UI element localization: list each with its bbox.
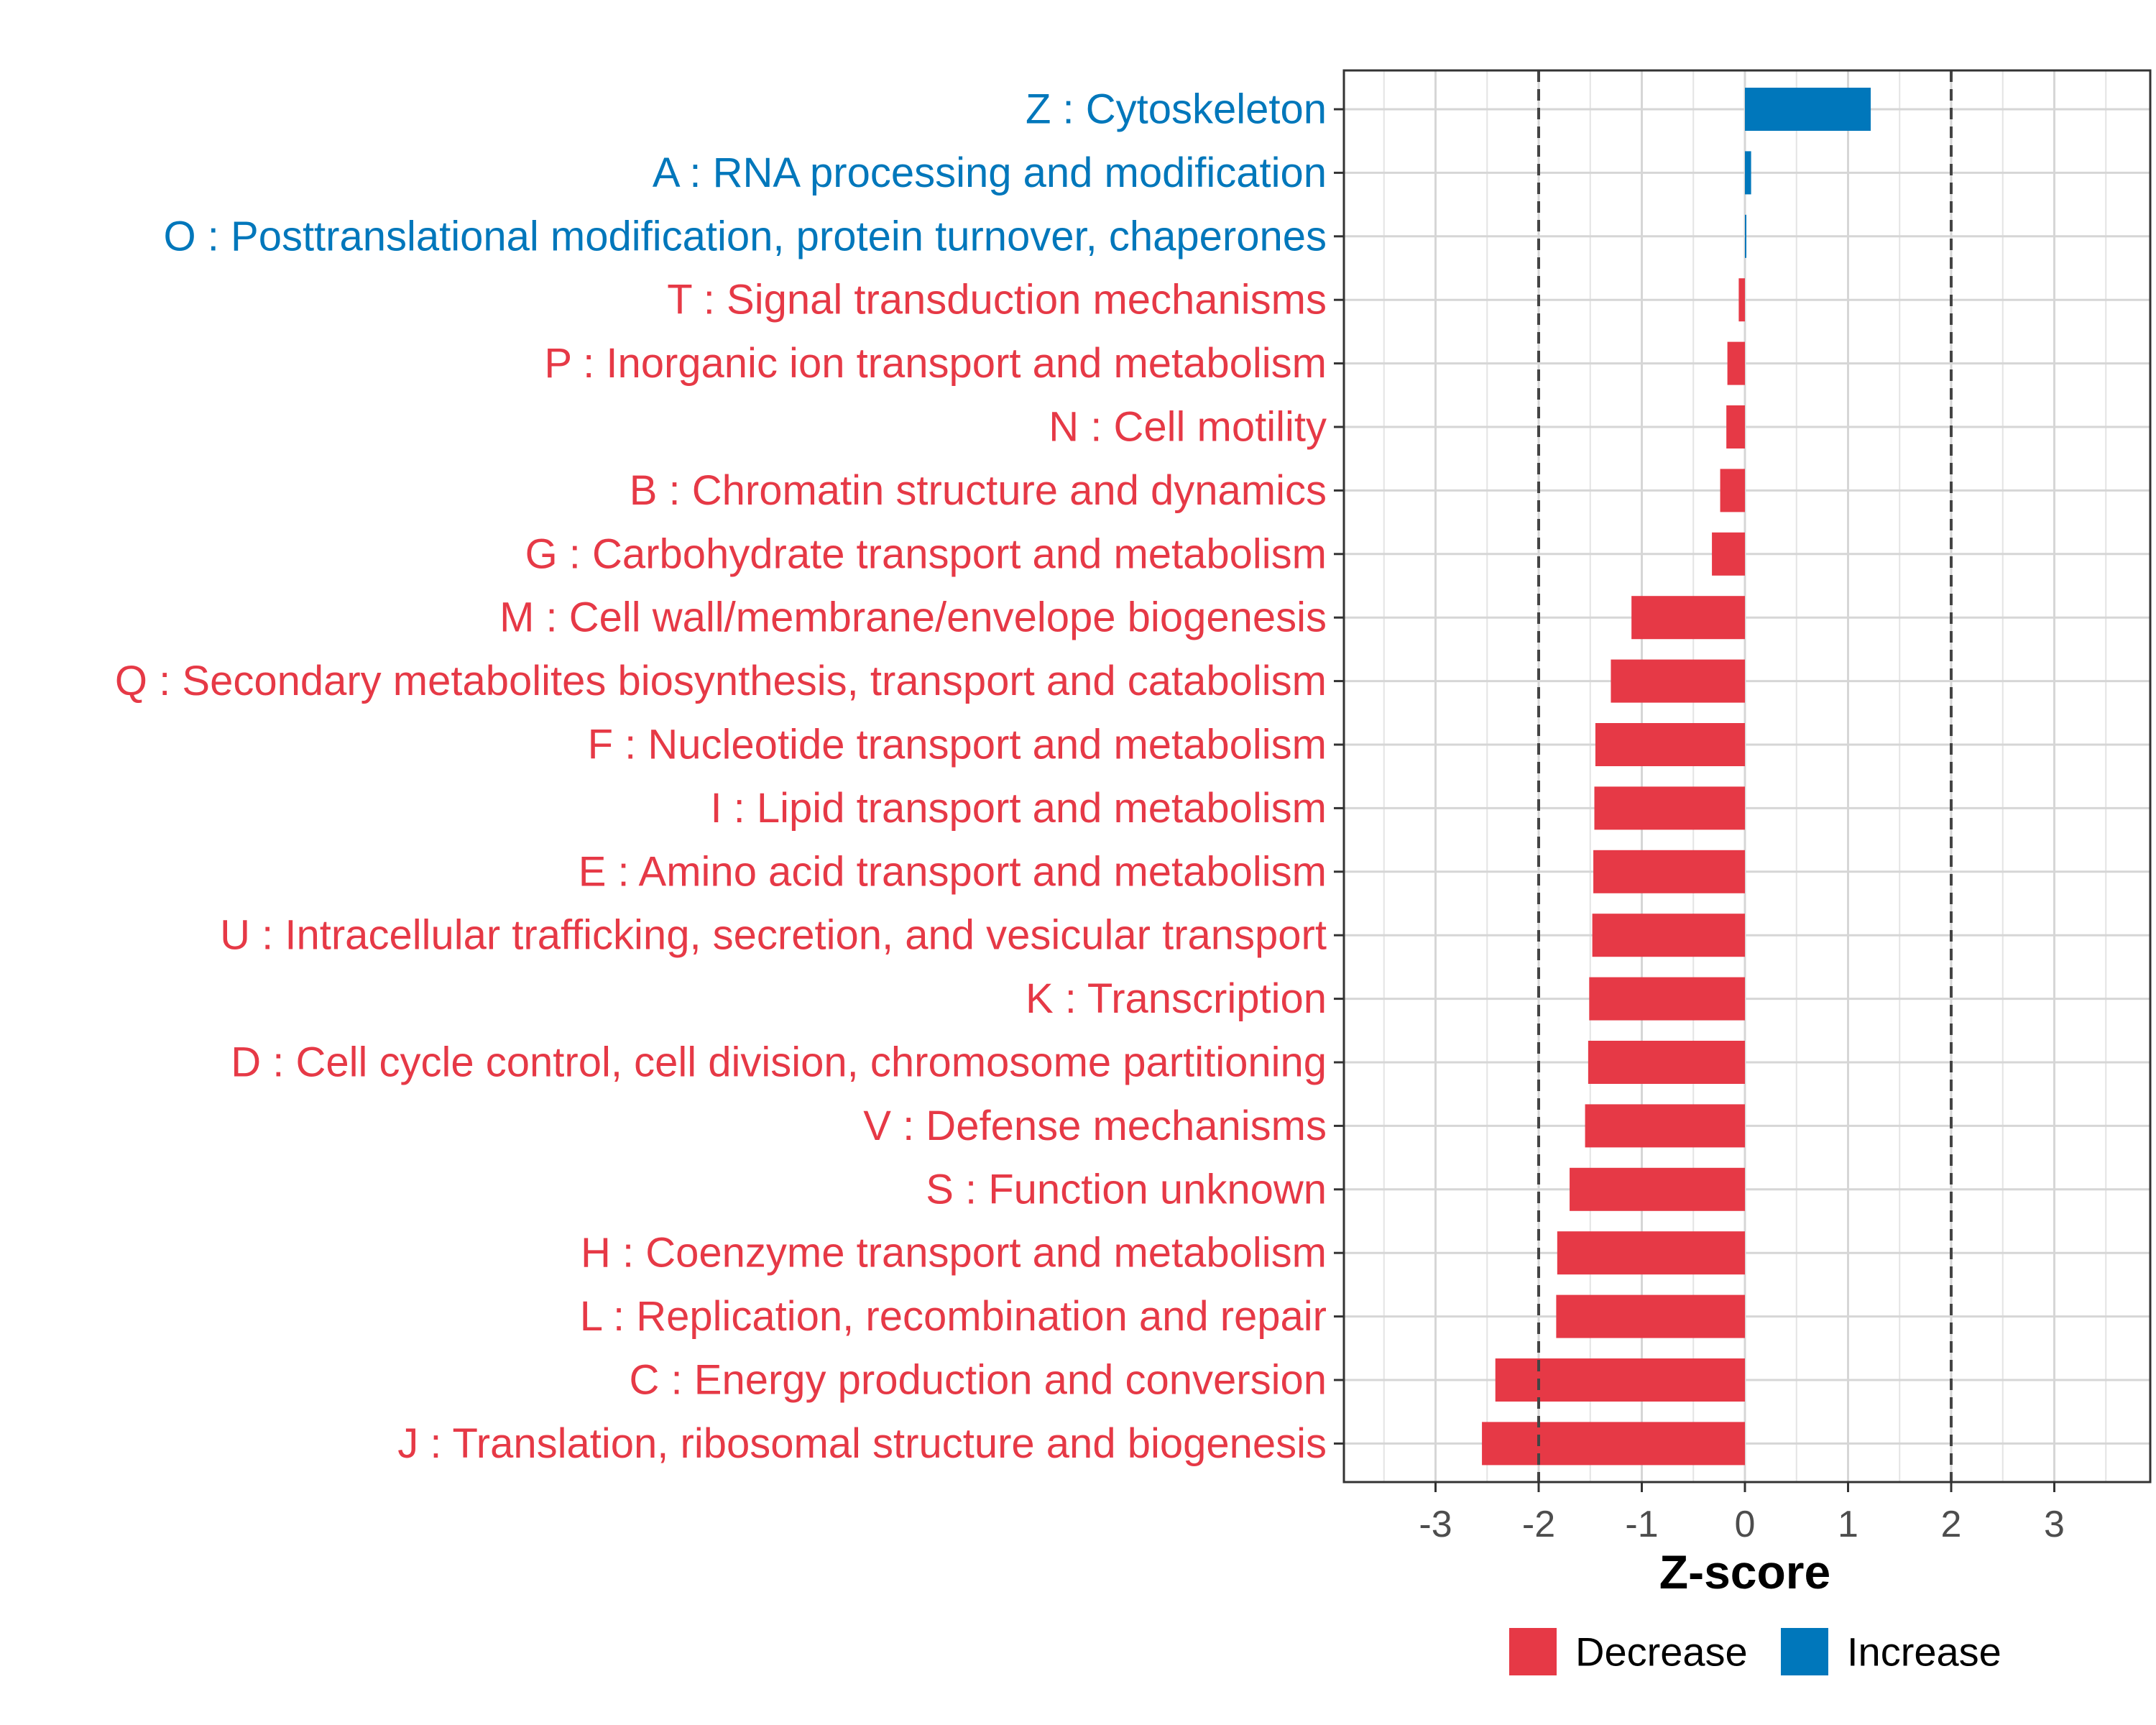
threshold-lines [1537, 70, 1953, 1482]
bar-decrease [1588, 1041, 1745, 1084]
category-label: A : RNA processing and modification [653, 150, 1327, 196]
bar-increase [1745, 214, 1746, 258]
bar-decrease [1589, 977, 1745, 1021]
legend-swatch-decrease [1509, 1628, 1557, 1675]
panel-border [1342, 69, 2152, 1484]
bar-decrease [1631, 596, 1745, 640]
category-label: H : Coenzyme transport and metabolism [581, 1230, 1327, 1276]
x-tick-label: -1 [1625, 1504, 1658, 1545]
category-label: Z : Cytoskeleton [1026, 86, 1327, 133]
category-label: Q : Secondary metabolites biosynthesis, … [115, 658, 1327, 704]
category-label: D : Cell cycle control, cell division, c… [231, 1039, 1327, 1086]
category-label: M : Cell wall/membrane/envelope biogenes… [499, 594, 1327, 641]
bar-decrease [1495, 1358, 1745, 1402]
category-label: F : Nucleotide transport and metabolism [588, 722, 1327, 768]
bar-decrease [1727, 341, 1745, 385]
x-tick-label: -2 [1522, 1504, 1555, 1545]
bar-decrease [1592, 914, 1745, 957]
legend: Decrease Increase [1509, 1628, 2001, 1675]
bar-decrease [1594, 786, 1745, 830]
x-axis-title: Z-score [1659, 1545, 1830, 1598]
legend-label-increase: Increase [1847, 1629, 2001, 1675]
category-label: E : Amino acid transport and metabolism [579, 848, 1327, 895]
legend-label-decrease: Decrease [1575, 1629, 1748, 1675]
x-tick-label: 2 [1941, 1504, 1962, 1545]
bars [1482, 88, 1871, 1466]
bar-decrease [1482, 1422, 1745, 1466]
category-label: J : Translation, ribosomal structure and… [397, 1420, 1327, 1467]
category-label: B : Chromatin structure and dynamics [630, 467, 1327, 514]
category-label: N : Cell motility [1049, 404, 1327, 451]
x-tick-label: 1 [1838, 1504, 1858, 1545]
bar-decrease [1570, 1167, 1745, 1211]
bar-decrease [1585, 1104, 1745, 1148]
bar-decrease [1593, 850, 1745, 893]
bar-increase [1745, 151, 1751, 195]
x-tick-label: 3 [2044, 1504, 2065, 1545]
category-label: L : Replication, recombination and repai… [580, 1293, 1327, 1340]
bar-decrease [1720, 469, 1745, 512]
category-label: K : Transcription [1026, 975, 1327, 1022]
bar-decrease [1595, 723, 1745, 766]
x-tick-label: 0 [1735, 1504, 1756, 1545]
x-tick-label: -3 [1419, 1504, 1452, 1545]
category-label: V : Defense mechanisms [863, 1103, 1327, 1149]
category-label: C : Energy production and conversion [630, 1357, 1327, 1404]
bar-decrease [1611, 659, 1745, 703]
category-label: G : Carbohydrate transport and metabolis… [525, 530, 1327, 577]
category-label: I : Lipid transport and metabolism [710, 785, 1327, 832]
category-label: P : Inorganic ion transport and metaboli… [544, 340, 1327, 387]
category-label: T : Signal transduction mechanisms [667, 277, 1327, 323]
category-label: O : Posttranslational modification, prot… [164, 213, 1327, 259]
x-axis: -3 -2 -1 0 1 2 3 [1419, 1482, 2065, 1545]
bar-decrease [1712, 532, 1745, 576]
category-label: U : Intracellular trafficking, secretion… [220, 912, 1327, 959]
category-axis: Z : Cytoskeleton A : RNA processing and m… [115, 86, 1344, 1467]
bar-decrease [1726, 405, 1745, 448]
category-label: S : Function unknown [926, 1166, 1327, 1213]
bar-decrease [1738, 278, 1745, 322]
bar-increase [1745, 88, 1871, 131]
bar-decrease [1556, 1294, 1745, 1338]
bar-decrease [1557, 1231, 1745, 1275]
legend-swatch-increase [1781, 1628, 1828, 1675]
